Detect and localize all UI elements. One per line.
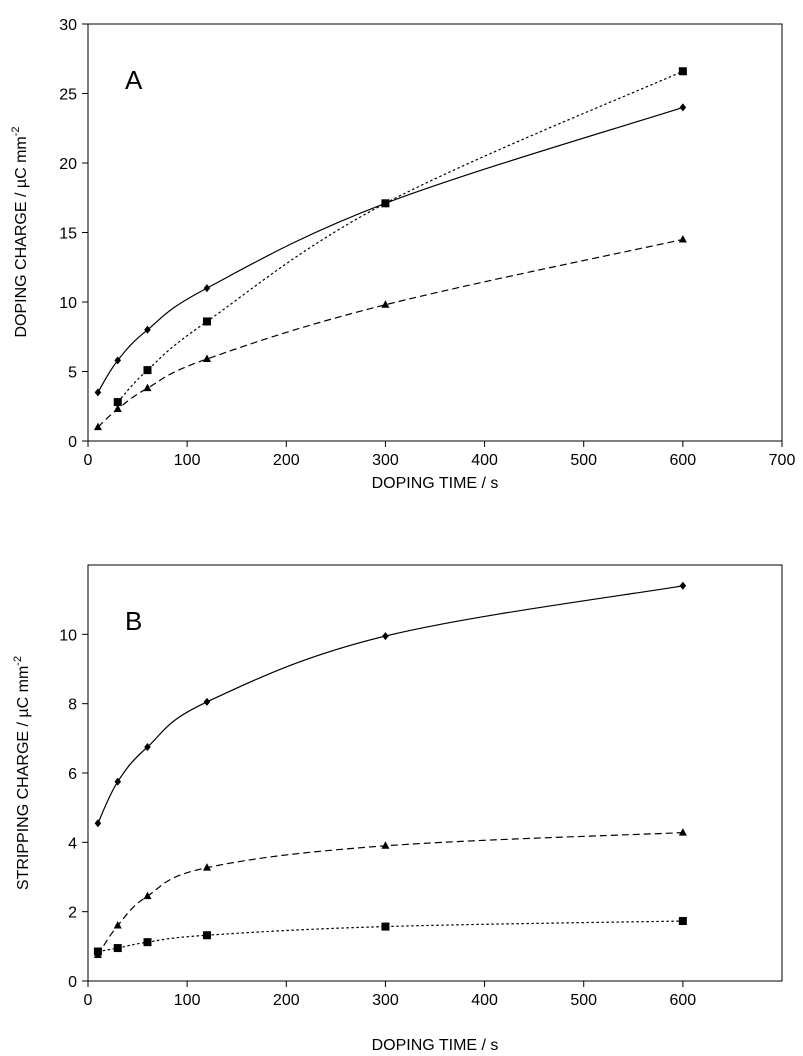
series-line-a-diamond [97, 106, 684, 393]
series-line-a-square [117, 70, 684, 403]
data-point-a-triangle-60 [143, 383, 152, 392]
data-point-b-diamond-30 [114, 777, 122, 786]
data-point-b-triangle-60 [143, 891, 152, 900]
x-axis-title-a: DOPING TIME / s [372, 475, 499, 492]
data-point-b-diamond-10 [94, 819, 102, 828]
x-tick-label-b-400: 400 [471, 992, 498, 1009]
y-axis-title-b-sup: -2 [12, 656, 24, 666]
data-point-b-square-10 [93, 947, 102, 956]
y-axis-title-a-sup: -2 [10, 126, 22, 136]
y-axis-b: 0 2 4 6 8 10 [59, 627, 88, 991]
data-point-b-triangle-120 [202, 863, 211, 871]
y-tick-label-a-20: 20 [59, 156, 77, 173]
y-axis-a: 0 5 10 15 20 25 30 [59, 17, 88, 451]
data-point-a-square-600 [678, 67, 687, 76]
y-tick-label-a-5: 5 [68, 365, 77, 382]
data-point-a-triangle-600 [678, 234, 687, 243]
data-point-b-square-60 [143, 938, 152, 947]
panel-label-a: A [125, 65, 143, 95]
data-point-a-triangle-10 [93, 422, 102, 431]
x-tick-label-b-0: 0 [84, 992, 93, 1009]
series-line-b-diamond [97, 585, 683, 824]
y-tick-label-a-30: 30 [59, 17, 77, 34]
y-tick-label-b-4: 4 [68, 835, 77, 852]
y-axis-title-b-main: STRIPPING CHARGE / µC mm [15, 666, 32, 890]
data-point-a-square-120 [202, 317, 211, 326]
chart-panel-a: 0 100 200 300 400 500 600 700 0 5 10 15 20 25 30 A DO… [10, 17, 795, 492]
series-layer-b [93, 581, 687, 958]
x-tick-label-a-600: 600 [670, 452, 697, 469]
chart-panel-b: 0 100 200 300 400 500 600 0 2 4 6 8 10 B DOPING TIM… [12, 564, 783, 1054]
data-point-b-square-30 [113, 944, 122, 953]
data-point-b-diamond-60 [144, 743, 151, 751]
y-axis-title-a: DOPING CHARGE / µC mm-2 [10, 126, 30, 337]
data-point-b-diamond-120 [203, 697, 211, 706]
data-point-a-diamond-120 [203, 284, 211, 293]
data-point-a-square-300 [381, 199, 390, 208]
x-tick-label-a-500: 500 [570, 452, 597, 469]
x-tick-label-a-200: 200 [273, 452, 300, 469]
x-tick-label-a-100: 100 [174, 452, 201, 469]
series-line-b-triangle [97, 832, 683, 956]
data-point-a-square-60 [143, 366, 152, 375]
data-point-a-diamond-10 [94, 388, 102, 397]
data-point-a-square-30 [113, 398, 122, 407]
y-tick-label-a-10: 10 [59, 295, 77, 312]
x-tick-label-a-400: 400 [471, 452, 498, 469]
y-tick-label-a-25: 25 [59, 87, 77, 104]
data-point-b-triangle-300 [381, 841, 390, 849]
data-point-b-triangle-600 [678, 828, 687, 836]
x-axis-b: 0 100 200 300 400 500 600 [84, 981, 697, 1009]
data-point-a-diamond-30 [114, 356, 122, 365]
x-tick-label-b-500: 500 [570, 992, 597, 1009]
x-axis-a: 0 100 200 300 400 500 600 700 [84, 441, 796, 469]
series-line-b-square [97, 920, 683, 953]
y-tick-label-b-10: 10 [59, 627, 77, 644]
plot-area-frame-b [87, 564, 783, 982]
x-tick-label-b-200: 200 [273, 992, 300, 1009]
x-tick-label-a-0: 0 [84, 452, 93, 469]
x-tick-label-b-600: 600 [670, 992, 697, 1009]
data-point-b-diamond-600 [679, 581, 687, 590]
x-tick-label-b-100: 100 [174, 992, 201, 1009]
y-tick-label-a-0: 0 [68, 434, 77, 451]
data-point-a-triangle-30 [113, 404, 122, 413]
y-tick-label-a-15: 15 [59, 226, 77, 243]
data-point-a-triangle-300 [381, 300, 390, 308]
panel-label-b: B [125, 606, 142, 636]
data-point-a-diamond-600 [679, 103, 687, 112]
data-point-b-triangle-30 [113, 921, 122, 929]
y-tick-label-b-6: 6 [68, 766, 77, 783]
y-axis-title-a-main: DOPING CHARGE / µC mm [13, 136, 30, 337]
series-layer-a [93, 67, 687, 431]
y-tick-label-b-0: 0 [68, 974, 77, 991]
data-point-b-square-300 [381, 922, 390, 931]
x-tick-label-a-300: 300 [372, 452, 399, 469]
x-axis-title-b: DOPING TIME / s [372, 1037, 499, 1054]
series-line-a-triangle [97, 238, 683, 428]
x-tick-label-a-700: 700 [769, 452, 796, 469]
plot-area-frame-a [87, 23, 783, 442]
y-axis-title-b: STRIPPING CHARGE / µC mm-2 [12, 656, 32, 890]
data-point-b-diamond-300 [382, 632, 389, 641]
y-tick-label-b-2: 2 [68, 905, 77, 922]
data-point-b-square-120 [202, 931, 211, 940]
data-point-b-square-600 [678, 917, 687, 926]
x-tick-label-b-300: 300 [372, 992, 399, 1009]
y-tick-label-b-8: 8 [68, 697, 77, 714]
data-point-a-triangle-120 [202, 354, 211, 362]
data-point-a-diamond-60 [144, 325, 151, 334]
